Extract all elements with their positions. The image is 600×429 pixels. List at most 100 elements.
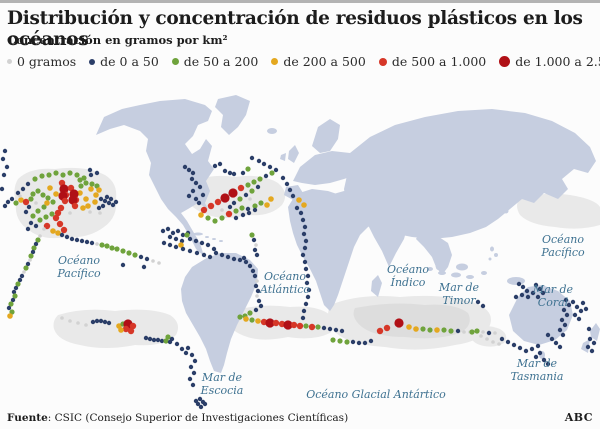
data-point-de-0-a-50	[25, 261, 31, 267]
data-point-de-500-a-1000	[22, 198, 30, 206]
data-point-de-1000-a-2500	[283, 320, 293, 330]
data-point-de-0-a-50	[90, 319, 96, 325]
data-point-de-50-a-200	[441, 327, 447, 333]
data-point-de-0-a-50	[537, 286, 543, 292]
legend-dot-de-0-a-50-icon	[89, 58, 96, 65]
landmass-philippines-3	[488, 257, 492, 261]
data-point-de-500-a-1000	[60, 226, 68, 234]
data-point-de-0-a-50	[182, 164, 188, 170]
ocean-label-mar-de-escocia: Mar de Escocia	[200, 371, 244, 397]
data-point-de-0-a-50	[480, 303, 486, 309]
data-point-de-0-a-50	[74, 237, 80, 243]
data-point-0-gramos	[98, 211, 102, 215]
data-point-de-50-a-200	[30, 191, 36, 197]
data-point-de-500-a-1000	[237, 184, 245, 192]
data-point-de-50-a-200	[53, 170, 59, 176]
landmass-lesser-sunda	[466, 275, 474, 279]
data-point-de-0-a-50	[280, 175, 286, 181]
data-point-0-gramos	[68, 319, 72, 323]
data-point-de-50-a-200	[114, 246, 120, 252]
data-point-de-0-a-50	[572, 312, 578, 318]
data-point-0-gramos	[151, 259, 155, 263]
data-point-de-0-a-50	[263, 173, 269, 179]
data-point-de-0-a-50	[28, 220, 34, 226]
data-point-de-0-a-50	[304, 280, 310, 286]
data-point-de-0-a-50	[193, 196, 199, 202]
data-point-de-0-a-50	[525, 294, 531, 300]
data-point-de-0-a-50	[160, 228, 166, 234]
data-point-de-0-a-50	[227, 170, 233, 176]
data-point-de-0-a-50	[102, 319, 108, 325]
data-point-de-0-a-50	[549, 336, 555, 342]
data-point-de-0-a-50	[4, 164, 10, 170]
landmass-madagascar	[371, 275, 382, 297]
data-point-de-200-a-500	[85, 203, 91, 209]
data-point-de-0-a-50	[519, 292, 525, 298]
data-point-de-1000-a-2500	[265, 318, 275, 328]
landmass-sakhalin	[522, 170, 526, 180]
data-point-de-50-a-200	[49, 211, 55, 217]
source-text: : CSIC (Consejo Superior de Investigacio…	[47, 412, 349, 424]
data-point-de-0-a-50	[249, 155, 255, 161]
landmass-japan-4	[503, 208, 509, 214]
data-point-de-0-a-50	[537, 350, 543, 356]
landmass-indochina	[416, 231, 452, 275]
footer: Fuente: CSIC (Consejo Superior de Invest…	[7, 411, 593, 424]
data-point-0-gramos	[42, 227, 46, 231]
data-point-de-200-a-500	[53, 191, 59, 197]
data-point-de-0-a-50	[23, 209, 29, 215]
data-point-de-0-a-50	[25, 226, 31, 232]
data-point-de-0-a-50	[120, 262, 126, 268]
data-point-de-0-a-50	[287, 187, 293, 193]
legend-dot-de-50-a-200-icon	[171, 58, 179, 65]
data-point-de-1000-a-2500	[394, 318, 404, 328]
data-point-de-0-a-50	[301, 231, 307, 237]
landmass-java-1	[427, 267, 433, 271]
data-point-de-0-a-50	[179, 238, 185, 244]
data-point-de-50-a-200	[43, 214, 49, 220]
page-title: Distribución y concentración de residuos…	[7, 8, 583, 50]
data-point-de-50-a-200	[249, 232, 255, 238]
data-point-de-50-a-200	[258, 200, 264, 206]
data-point-de-0-a-50	[530, 290, 536, 296]
data-point-de-0-a-50	[30, 249, 36, 255]
data-point-de-500-a-1000	[225, 210, 233, 218]
data-point-de-0-a-50	[267, 164, 273, 170]
data-point-de-0-a-50	[545, 332, 551, 338]
data-point-de-500-a-1000	[67, 184, 75, 192]
landmass-philippines-1	[490, 246, 494, 252]
data-point-de-0-a-50	[187, 248, 193, 254]
data-point-de-0-a-50	[327, 326, 333, 332]
data-point-0-gramos	[491, 340, 495, 344]
data-point-de-50-a-200	[15, 281, 21, 287]
data-point-de-0-a-50	[192, 358, 198, 364]
data-point-de-50-a-200	[39, 173, 45, 179]
data-point-de-0-a-50	[180, 232, 186, 238]
data-point-de-0-a-50	[20, 186, 26, 192]
data-point-de-0-a-50	[233, 215, 239, 221]
data-point-de-50-a-200	[12, 293, 18, 299]
data-point-de-0-a-50	[102, 198, 108, 204]
ocean-label-oceano-pacifico-este: Océano Pacífico	[541, 233, 585, 259]
data-point-de-0-a-50	[213, 250, 219, 256]
data-point-de-0-a-50	[533, 282, 539, 288]
data-point-de-0-a-50	[170, 230, 176, 236]
data-point-de-0-a-50	[306, 287, 312, 293]
data-point-de-50-a-200	[315, 324, 321, 330]
legend-label: de 0 a 50	[100, 54, 159, 69]
data-point-de-0-a-50	[301, 308, 307, 314]
data-point-de-500-a-1000	[56, 220, 64, 228]
data-point-de-50-a-200	[23, 265, 29, 271]
data-point-de-0-a-50	[174, 341, 180, 347]
data-point-de-0-a-50	[11, 289, 17, 295]
data-point-de-0-a-50	[222, 168, 228, 174]
data-point-de-0-a-50	[585, 344, 591, 350]
data-point-de-0-a-50	[553, 340, 559, 346]
legend-label: de 1.000 a 2.500	[515, 54, 600, 69]
data-point-de-0-a-50	[147, 336, 153, 342]
data-point-de-0-a-50	[106, 200, 112, 206]
data-point-de-0-a-50	[87, 167, 93, 173]
data-point-de-0-a-50	[589, 348, 595, 354]
data-point-de-50-a-200	[41, 204, 47, 210]
data-point-de-200-a-500	[413, 326, 419, 332]
